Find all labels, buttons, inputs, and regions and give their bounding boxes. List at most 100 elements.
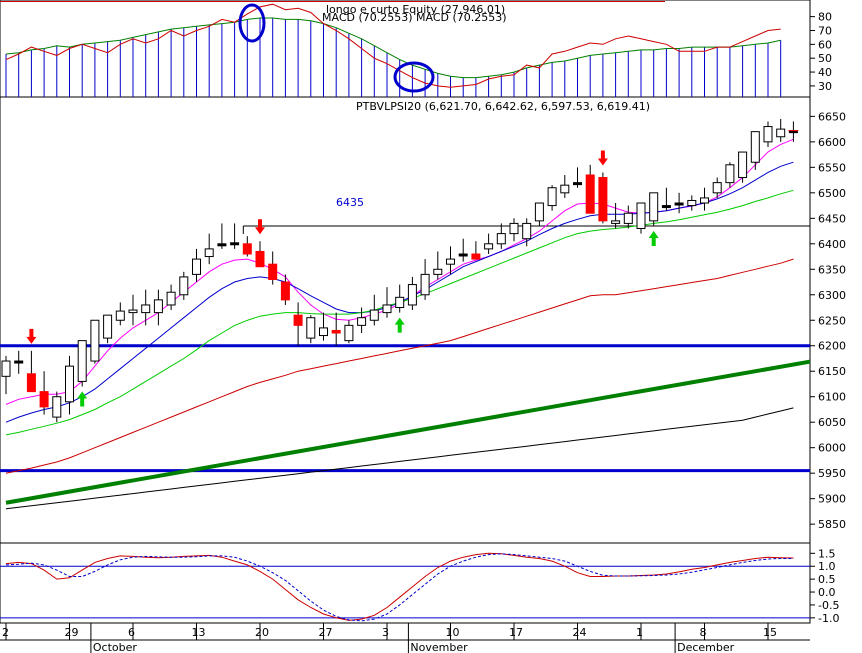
price-y-tick-label: 6650 (818, 110, 846, 123)
x-day-label: 15 (763, 626, 777, 639)
x-day-label: 6 (128, 626, 135, 639)
macd-y-tick-label: 40 (818, 66, 832, 79)
down-arrow-icon (26, 328, 37, 344)
candle-body (420, 273, 430, 296)
oscillator-y-tick-label: -1.0 (818, 612, 839, 625)
price-y-tick-label: 5950 (818, 467, 846, 480)
candle-body (484, 243, 494, 250)
candle-body (687, 199, 697, 207)
price-y-tick-label: 6250 (818, 314, 846, 327)
candle-body (534, 202, 544, 222)
macd-y-tick-label: 50 (818, 52, 832, 65)
oscillator-y-tick-label: 0.0 (818, 586, 836, 599)
macd-series-curto (5, 3, 781, 88)
x-month-label: October (93, 641, 137, 653)
candle-body (128, 309, 138, 314)
oscillator-y-tick-label: 1.5 (818, 547, 836, 560)
candle-body (77, 340, 87, 382)
price-layer (0, 118, 810, 510)
candle-body (776, 128, 786, 138)
candle-body (649, 192, 659, 222)
candle-body (598, 177, 608, 222)
x-day-label: 1 (636, 626, 643, 639)
resistance-annotation: 6435 (336, 196, 364, 209)
up-arrow-icon (648, 230, 659, 246)
candle-body (192, 258, 201, 275)
oscillator-panel-frame (0, 542, 811, 624)
macd-y-tick-label: 70 (818, 24, 832, 37)
x-axis-layer: 2 29 6 13 20 27 3 10 17 24 1 8 15 October November Dece… (2, 623, 777, 653)
candle-body (661, 205, 671, 209)
candle-body (738, 151, 748, 179)
oscillator-fast-line (5, 552, 794, 621)
up-arrow-icon (77, 391, 88, 407)
macd-subtitle: MACD (70.2553) MACD (70.2553) (322, 11, 507, 24)
x-day-label: 8 (700, 626, 707, 639)
candle-body (268, 263, 278, 280)
candle-body (90, 319, 100, 362)
x-day-label: 13 (192, 626, 206, 639)
price-y-tick-label: 6450 (818, 212, 846, 225)
candle-body (509, 222, 519, 235)
price-y-tick-label: 5900 (818, 493, 846, 506)
candle-body (242, 243, 252, 255)
candle-body (141, 304, 151, 314)
macd-y-tick-label: 80 (818, 11, 832, 24)
candle-body (1, 360, 11, 377)
macd-title: longo e curto Equity (27,946.01) (326, 3, 505, 16)
candle-body (395, 296, 405, 309)
oscillator-slow-line (5, 553, 794, 622)
macd-y-tick-label: 30 (818, 80, 832, 93)
candle-body (166, 291, 176, 306)
candle-body (65, 365, 74, 403)
oscillator-y-tick-label: 0.5 (818, 573, 836, 586)
candle-body (636, 202, 646, 230)
down-arrow-icon (597, 150, 608, 166)
price-y-tick-label: 6300 (818, 289, 846, 302)
candle-body (547, 187, 557, 207)
long-term-trend-line (5, 359, 810, 505)
x-day-label: 20 (255, 626, 269, 639)
price-y-tick-label: 6100 (818, 391, 846, 404)
candle-body (230, 242, 240, 246)
candle-body (115, 310, 125, 321)
price-y-tick-label: 5850 (818, 518, 846, 531)
candle-body (496, 233, 506, 245)
candle-body (14, 360, 24, 364)
oscillator-y-tick-label: 1.0 (818, 560, 836, 573)
x-day-label: 24 (573, 626, 587, 639)
down-arrow-icon (255, 219, 265, 235)
price-y-tick-label: 6550 (818, 161, 846, 174)
price-title: PTBVLPSI20 (6,621.70, 6,642.62, 6,597.53… (356, 100, 650, 113)
x-day-label: 17 (509, 626, 523, 639)
macd-trough-circle (393, 61, 435, 93)
macd-peak-circle (238, 3, 266, 43)
candle-body (407, 284, 417, 306)
candle-body (433, 268, 443, 275)
candle-body (560, 184, 570, 194)
candle-body (319, 327, 328, 337)
x-day-label: 27 (319, 626, 333, 639)
x-month-label: November (410, 641, 468, 653)
oscillator-layer: -1.0-0.50.00.51.01.5 (0, 547, 839, 625)
candle-body (293, 314, 303, 326)
candle-body (674, 202, 684, 206)
candle-body (217, 243, 227, 247)
macd-series-longo (5, 17, 781, 79)
candle-body (712, 182, 722, 194)
x-day-label: 2 (2, 626, 9, 639)
candle-body (750, 131, 760, 163)
x-month-label: December (677, 641, 735, 653)
candle-body (763, 126, 773, 143)
price-y-tick-label: 6350 (818, 263, 846, 276)
price-y-tick-label: 6000 (818, 442, 846, 455)
price-y-tick-label: 6400 (818, 238, 846, 251)
candle-body (103, 314, 113, 339)
oscillator-y-tick-label: -0.5 (818, 599, 839, 612)
candle-body (204, 248, 214, 258)
up-arrow-icon (394, 317, 405, 333)
x-day-label: 10 (446, 626, 460, 639)
